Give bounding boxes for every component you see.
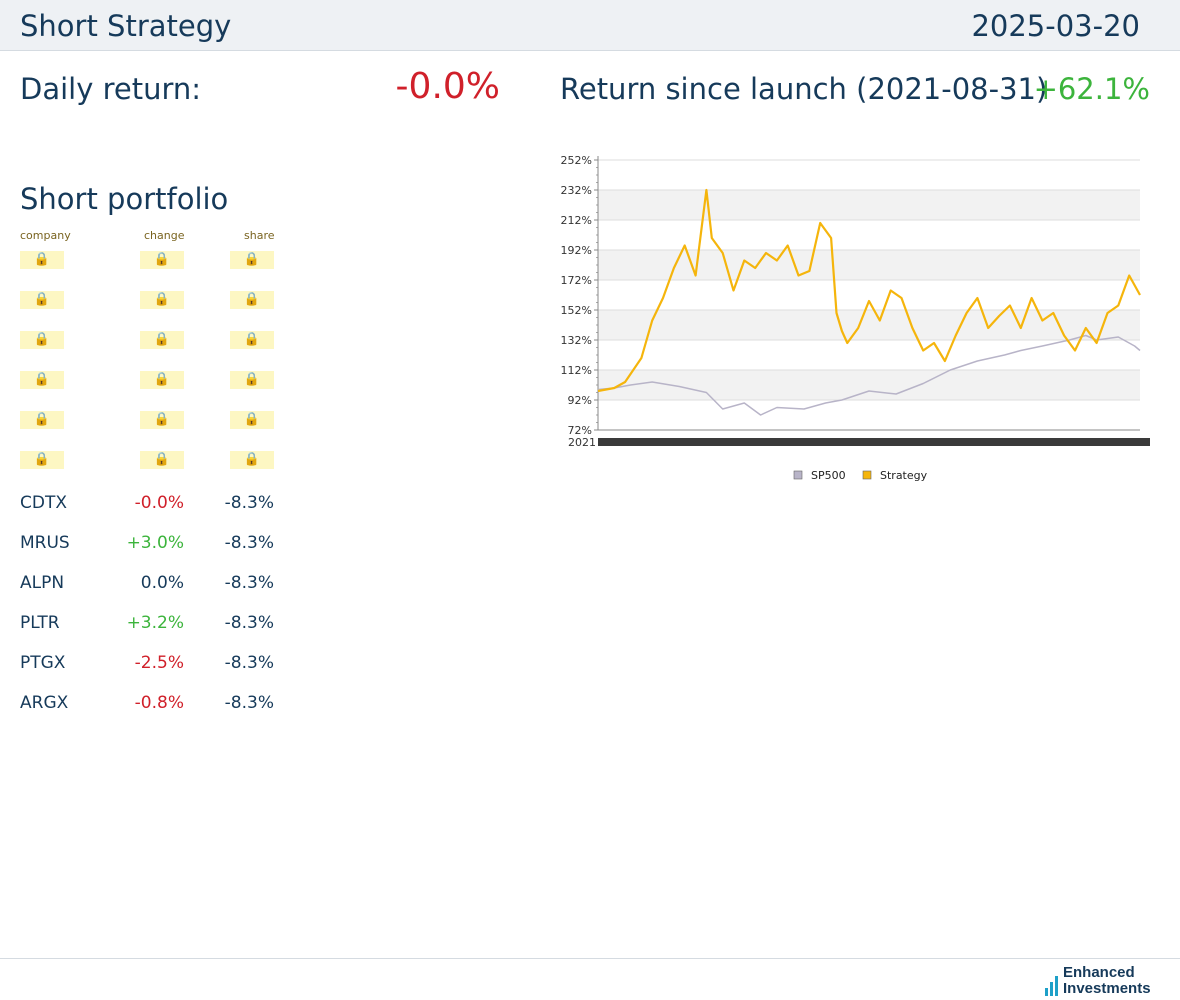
enhanced-investments-logo: Enhanced Investments bbox=[1045, 964, 1155, 998]
row-change: +3.0% bbox=[126, 533, 184, 553]
page-title: Short Strategy bbox=[20, 9, 232, 43]
lock-icon: 🔒 bbox=[153, 252, 171, 267]
locked-cell[interactable]: 🔒 bbox=[230, 451, 274, 469]
grid-band bbox=[598, 370, 1140, 400]
locked-cell[interactable]: 🔒 bbox=[230, 331, 274, 349]
locked-cell[interactable]: 🔒 bbox=[140, 451, 184, 469]
lock-icon: 🔒 bbox=[153, 332, 171, 347]
row-share: -8.3% bbox=[224, 653, 274, 673]
lock-icon: 🔒 bbox=[243, 252, 261, 267]
return-since-launch-label: Return since launch (2021-08-31) bbox=[560, 72, 1048, 106]
locked-cell[interactable]: 🔒 bbox=[140, 251, 184, 269]
row-company: MRUS bbox=[20, 533, 70, 553]
row-share: -8.3% bbox=[224, 493, 274, 513]
lock-icon: 🔒 bbox=[33, 412, 51, 427]
y-tick-label: 192% bbox=[561, 244, 592, 257]
lock-icon: 🔒 bbox=[33, 332, 51, 347]
column-header-share: share bbox=[244, 229, 275, 242]
portfolio-title: Short portfolio bbox=[20, 182, 229, 216]
row-change: 0.0% bbox=[140, 573, 184, 593]
daily-return-label: Daily return: bbox=[20, 72, 202, 106]
legend-label: SP500 bbox=[811, 469, 846, 482]
row-change: -2.5% bbox=[134, 653, 184, 673]
lock-icon: 🔒 bbox=[153, 292, 171, 307]
row-company: PTGX bbox=[20, 653, 66, 673]
x-tick-label: 2021 bbox=[568, 436, 596, 449]
locked-cell[interactable]: 🔒 bbox=[230, 371, 274, 389]
locked-cell[interactable]: 🔒 bbox=[140, 291, 184, 309]
legend-swatch bbox=[862, 470, 872, 480]
lock-icon: 🔒 bbox=[33, 252, 51, 267]
locked-cell[interactable]: 🔒 bbox=[140, 411, 184, 429]
locked-cell[interactable]: 🔒 bbox=[20, 371, 64, 389]
lock-icon: 🔒 bbox=[243, 292, 261, 307]
legend-swatch bbox=[793, 470, 803, 480]
locked-cell[interactable]: 🔒 bbox=[230, 291, 274, 309]
locked-cell[interactable]: 🔒 bbox=[230, 411, 274, 429]
locked-cell[interactable]: 🔒 bbox=[140, 331, 184, 349]
x-tick-labels-band bbox=[598, 438, 1150, 446]
lock-icon: 🔒 bbox=[153, 412, 171, 427]
lock-icon: 🔒 bbox=[33, 292, 51, 307]
logo-bars-icon bbox=[1045, 976, 1058, 996]
row-share: -8.3% bbox=[224, 693, 274, 713]
y-tick-label: 252% bbox=[561, 154, 592, 167]
lock-icon: 🔒 bbox=[33, 372, 51, 387]
locked-cell[interactable]: 🔒 bbox=[230, 251, 274, 269]
lock-icon: 🔒 bbox=[153, 372, 171, 387]
logo-text: Enhanced Investments bbox=[1063, 964, 1151, 997]
locked-cell[interactable]: 🔒 bbox=[20, 411, 64, 429]
y-tick-label: 72% bbox=[568, 424, 592, 437]
y-tick-label: 232% bbox=[561, 184, 592, 197]
legend-label: Strategy bbox=[880, 469, 928, 482]
y-tick-label: 132% bbox=[561, 334, 592, 347]
daily-return-value: -0.0% bbox=[395, 66, 500, 107]
lock-icon: 🔒 bbox=[153, 452, 171, 467]
row-company: ARGX bbox=[20, 693, 69, 713]
row-company: CDTX bbox=[20, 493, 67, 513]
return-since-launch-value: +62.1% bbox=[1033, 72, 1150, 106]
lock-icon: 🔒 bbox=[243, 452, 261, 467]
row-share: -8.3% bbox=[224, 533, 274, 553]
row-company: PLTR bbox=[20, 613, 60, 633]
lock-icon: 🔒 bbox=[33, 452, 51, 467]
lock-icon: 🔒 bbox=[243, 372, 261, 387]
y-tick-label: 212% bbox=[561, 214, 592, 227]
row-change: +3.2% bbox=[126, 613, 184, 633]
y-tick-label: 152% bbox=[561, 304, 592, 317]
locked-cell[interactable]: 🔒 bbox=[20, 251, 64, 269]
grid-band bbox=[598, 190, 1140, 220]
y-tick-label: 172% bbox=[561, 274, 592, 287]
lock-icon: 🔒 bbox=[243, 332, 261, 347]
performance-chart: 252% 232% 212% 192% 172% 152% 132% 112% 92% 72%20… bbox=[561, 154, 1150, 482]
row-share: -8.3% bbox=[224, 573, 274, 593]
series-line-strategy bbox=[597, 188, 1141, 393]
footer-divider bbox=[0, 958, 1180, 959]
report-date: 2025-03-20 bbox=[971, 9, 1140, 43]
y-tick-label: 92% bbox=[568, 394, 592, 407]
locked-cell[interactable]: 🔒 bbox=[20, 291, 64, 309]
row-change: -0.8% bbox=[134, 693, 184, 713]
lock-icon: 🔒 bbox=[243, 412, 261, 427]
locked-cell[interactable]: 🔒 bbox=[20, 451, 64, 469]
row-share: -8.3% bbox=[224, 613, 274, 633]
row-change: -0.0% bbox=[134, 493, 184, 513]
row-company: ALPN bbox=[20, 573, 65, 593]
header-bar: Short Strategy 2025-03-20 bbox=[0, 0, 1180, 51]
locked-cell[interactable]: 🔒 bbox=[20, 331, 64, 349]
column-header-change: change bbox=[144, 229, 185, 242]
column-header-company: company bbox=[20, 229, 71, 242]
y-tick-label: 112% bbox=[561, 364, 592, 377]
locked-cell[interactable]: 🔒 bbox=[140, 371, 184, 389]
